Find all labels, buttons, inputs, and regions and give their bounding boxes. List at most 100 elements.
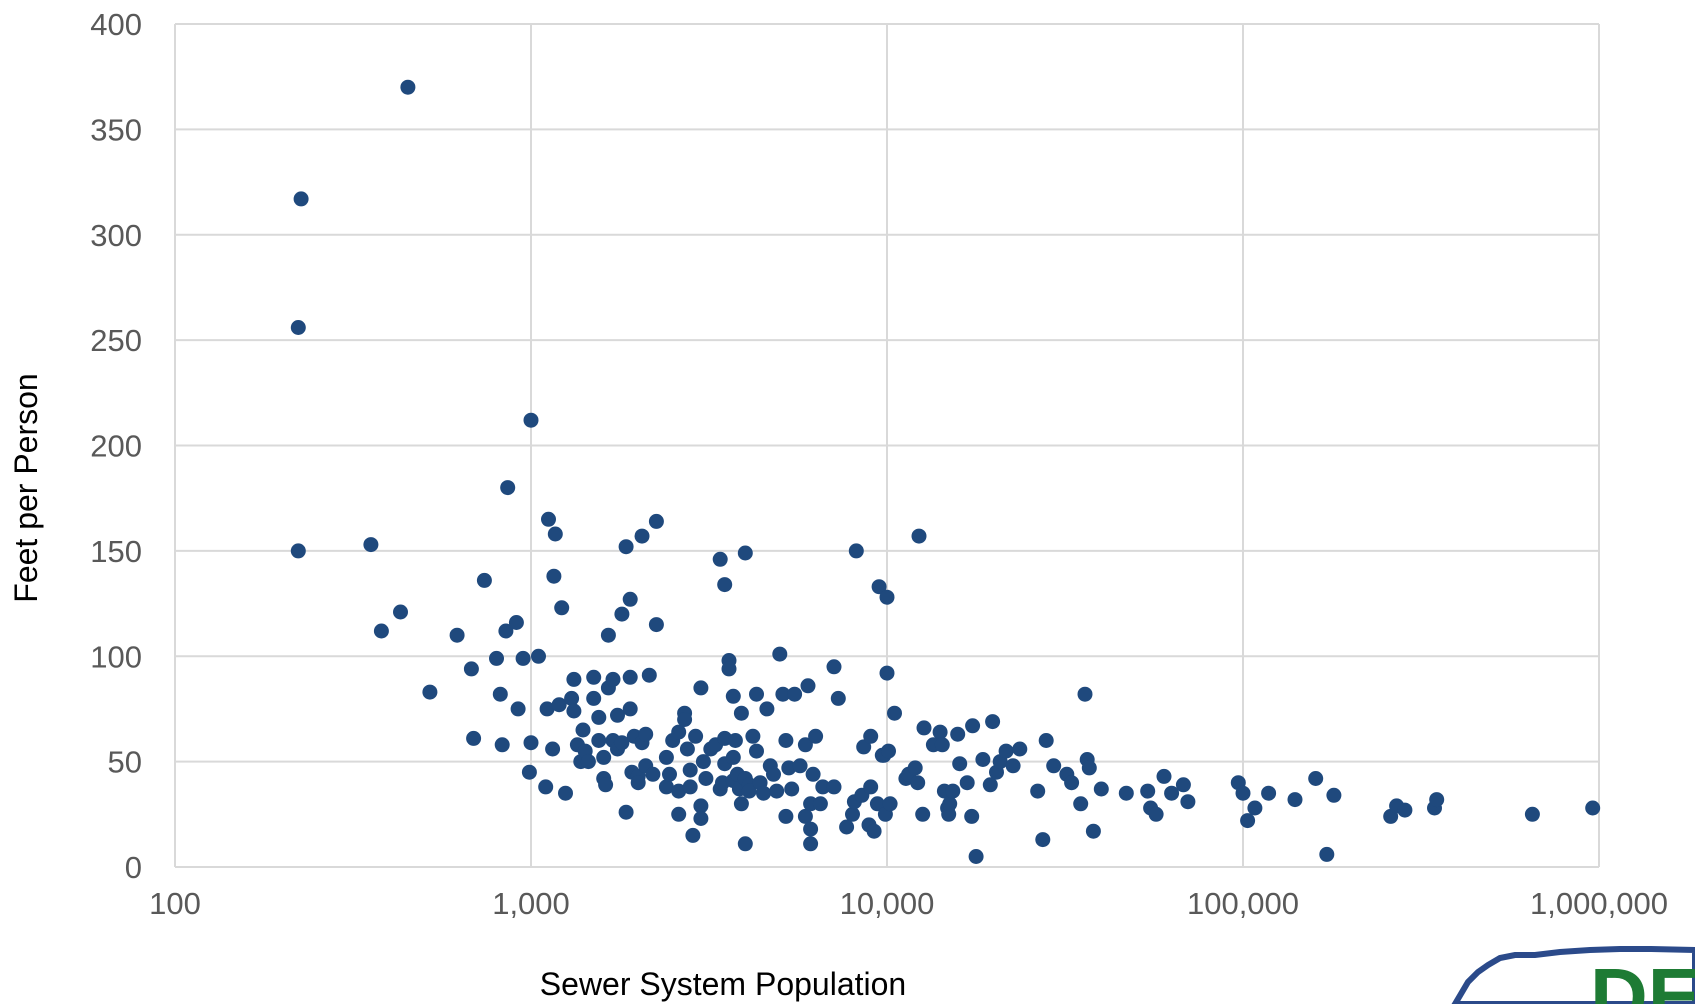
- data-point: [826, 659, 842, 675]
- x-tick-label: 1,000,000: [1530, 886, 1668, 921]
- data-point: [1429, 792, 1445, 808]
- data-point: [614, 735, 630, 751]
- data-point: [1319, 846, 1335, 862]
- data-point: [733, 705, 749, 721]
- data-point: [968, 849, 984, 864]
- data-point: [800, 678, 816, 694]
- tick-labels: 0 50 100 150 200 250 300 350 400 100 1,000 10,000 10…: [90, 7, 1668, 921]
- data-point: [1585, 800, 1601, 816]
- data-point: [1524, 806, 1540, 822]
- data-point: [882, 796, 898, 812]
- data-point: [1240, 813, 1256, 829]
- data-point: [1005, 758, 1021, 774]
- data-point: [787, 686, 803, 702]
- data-point: [1081, 760, 1097, 776]
- data-point: [1093, 781, 1109, 797]
- data-point: [600, 627, 616, 643]
- data-point: [541, 511, 556, 527]
- data-point: [682, 779, 698, 795]
- data-point: [910, 775, 926, 791]
- data-point: [808, 728, 824, 744]
- data-point: [634, 528, 650, 544]
- data-point: [848, 543, 864, 559]
- data-point: [772, 646, 788, 662]
- y-tick-label: 350: [90, 112, 142, 147]
- data-point: [658, 749, 674, 765]
- data-point: [671, 806, 687, 822]
- data-point: [591, 733, 607, 748]
- data-point: [887, 705, 902, 721]
- data-point: [564, 690, 580, 706]
- data-point: [598, 777, 614, 793]
- data-point: [566, 703, 582, 719]
- data-point: [915, 806, 931, 822]
- data-point: [879, 665, 895, 681]
- data-point: [881, 743, 896, 759]
- data-point: [775, 686, 791, 702]
- data-point: [727, 733, 743, 748]
- data-point: [538, 779, 554, 795]
- data-point: [737, 836, 753, 852]
- data-point: [756, 785, 771, 801]
- data-point: [698, 771, 714, 786]
- data-point: [1035, 832, 1051, 848]
- data-point: [688, 728, 704, 744]
- data-point: [812, 796, 828, 812]
- data-point: [545, 741, 561, 757]
- data-point: [721, 661, 737, 677]
- data-point: [863, 728, 879, 744]
- data-point: [1287, 792, 1303, 808]
- data-point: [622, 701, 638, 717]
- data-point: [614, 606, 630, 622]
- data-point: [725, 688, 741, 704]
- y-axis-title: Feet per Person: [8, 373, 44, 602]
- data-point: [932, 724, 948, 740]
- data-point: [781, 760, 797, 776]
- data-point: [510, 701, 526, 717]
- data-point: [498, 623, 514, 639]
- data-point: [671, 724, 687, 740]
- data-point: [830, 690, 846, 706]
- data-point: [293, 191, 309, 207]
- data-point: [575, 722, 591, 738]
- data-point: [363, 537, 379, 553]
- data-point: [1164, 785, 1180, 801]
- y-tick-label: 100: [90, 639, 142, 674]
- y-tick-label: 200: [90, 429, 142, 464]
- data-point: [965, 718, 981, 734]
- y-tick-label: 400: [90, 7, 142, 42]
- x-tick-label: 10,000: [840, 886, 935, 921]
- data-point: [934, 737, 950, 753]
- data-point: [982, 777, 998, 793]
- data-point: [985, 714, 1001, 730]
- data-point: [638, 726, 654, 742]
- data-point: [1308, 771, 1324, 786]
- data-point: [717, 577, 733, 593]
- data-point: [695, 754, 711, 770]
- data-point: [745, 728, 761, 744]
- y-tick-label: 0: [125, 850, 142, 885]
- data-point: [551, 697, 567, 713]
- data-point: [1326, 787, 1342, 803]
- data-point: [539, 701, 555, 717]
- data-point: [521, 764, 537, 780]
- data-point: [778, 808, 794, 824]
- data-point: [682, 762, 698, 778]
- data-point: [586, 669, 602, 685]
- data-point: [648, 617, 664, 633]
- x-tick-label: 100: [149, 886, 201, 921]
- data-point: [863, 779, 879, 795]
- data-point: [778, 733, 794, 748]
- data-point: [290, 543, 306, 559]
- data-point: [737, 545, 753, 561]
- data-point: [826, 779, 842, 795]
- data-point: [911, 528, 927, 544]
- data-point: [400, 79, 416, 95]
- data-point: [959, 775, 975, 791]
- data-point: [1148, 806, 1164, 822]
- axes: [174, 24, 1599, 868]
- data-point: [869, 796, 885, 812]
- data-point: [422, 684, 438, 700]
- data-point: [641, 667, 657, 683]
- data-point: [373, 623, 389, 639]
